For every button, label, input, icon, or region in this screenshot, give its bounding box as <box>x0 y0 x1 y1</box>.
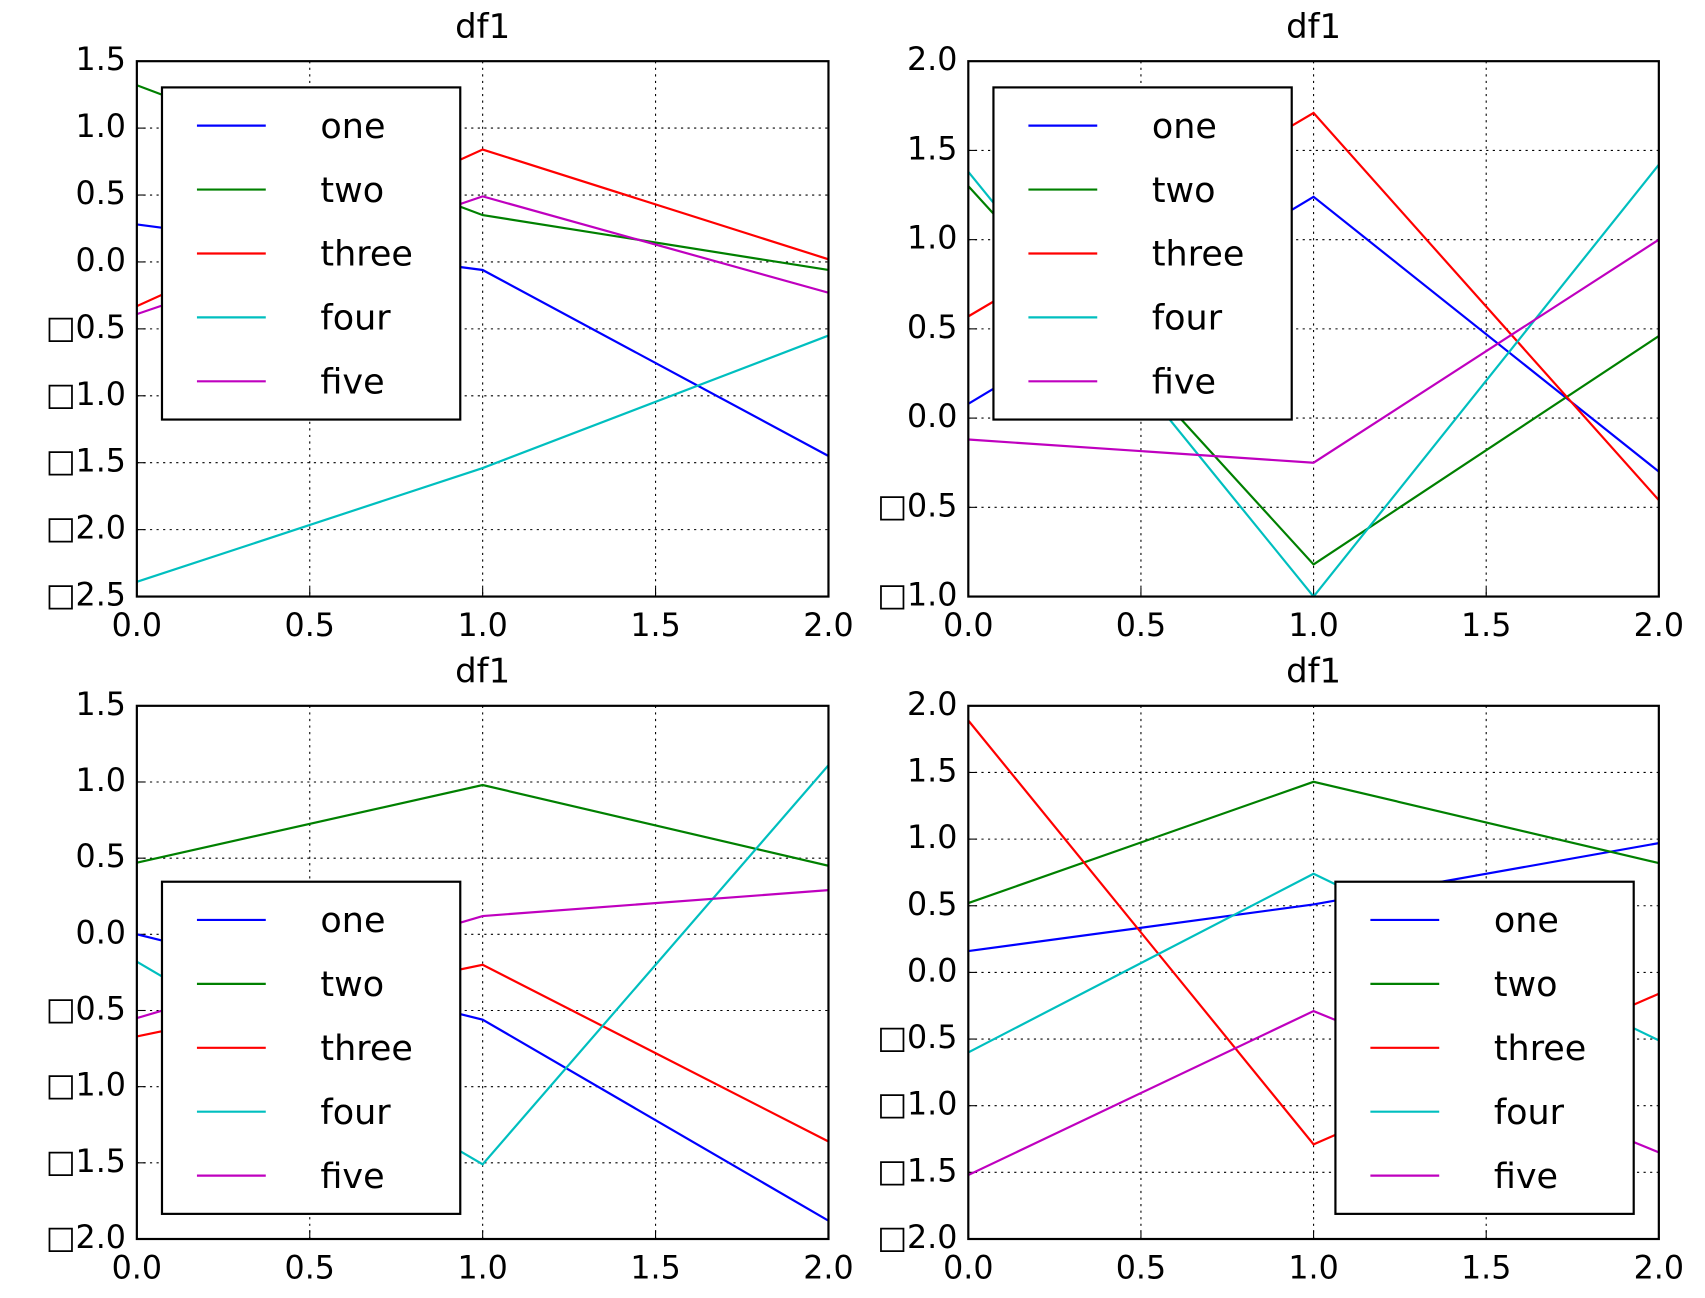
axes-frame <box>967 60 1660 598</box>
legend-label: one <box>1494 901 1559 941</box>
y-tick-label: 1.0 <box>76 109 126 145</box>
y-tick-label: 0.0 <box>907 399 957 435</box>
legend-label: three <box>1494 1029 1586 1069</box>
legend-label: one <box>320 901 385 941</box>
series-line <box>136 783 829 867</box>
x-tick-label: 1.0 <box>457 1251 507 1287</box>
y-tick-label: 1.5 <box>907 131 957 167</box>
legend-label: two <box>1494 965 1558 1005</box>
series-line <box>968 842 1659 953</box>
y-tick-label: □1.5 <box>46 444 126 480</box>
x-tick-label: 0.0 <box>112 1251 162 1287</box>
axes-frame <box>135 60 830 598</box>
y-tick-label: 2.0 <box>907 42 957 78</box>
axes-frame <box>135 704 830 1241</box>
legend-label: five <box>1152 363 1216 403</box>
x-tick-label: 2.0 <box>803 608 853 644</box>
y-tick-label: □1.5 <box>877 1153 957 1189</box>
y-tick-label: □1.0 <box>877 578 957 614</box>
y-tick-label: 1.5 <box>76 42 126 78</box>
legend-label: one <box>1152 107 1217 147</box>
y-tick-label: 0.5 <box>907 887 957 923</box>
y-tick-label: 0.5 <box>76 176 126 212</box>
series-line <box>136 334 829 583</box>
chart-title: df1 <box>455 652 510 691</box>
legend-label: three <box>1152 235 1244 275</box>
y-tick-label: □2.0 <box>46 511 126 547</box>
x-tick-label: 1.0 <box>1288 608 1338 644</box>
y-tick-label: 1.5 <box>907 753 957 789</box>
x-tick-label: 1.0 <box>1288 1251 1338 1287</box>
x-tick-label: 1.0 <box>457 608 507 644</box>
y-tick-label: 0.5 <box>76 839 126 875</box>
y-tick-label: □0.5 <box>46 991 126 1027</box>
subplot: df1 0.0 0.5 1.0 1.5 2.0 □2.0 □1.5 □1.0 □0.5 0.0 0.5… <box>877 652 1684 1287</box>
x-tick-label: 1.5 <box>630 608 680 644</box>
legend-label: five <box>1494 1157 1558 1197</box>
y-tick-label: □1.0 <box>877 1087 957 1123</box>
y-tick-label: 0.0 <box>76 243 126 279</box>
y-tick-label: □2.5 <box>46 578 126 614</box>
x-tick-label: 2.0 <box>1634 1251 1684 1287</box>
legend-label: four <box>1152 299 1223 339</box>
y-tick-label: 1.5 <box>76 687 126 723</box>
x-tick-label: 0.5 <box>1116 1251 1166 1287</box>
subplot: df1 0.0 0.5 1.0 1.5 2.0 □1.0 □0.5 0.0 0.5 1.0 1.5 2.… <box>877 7 1684 644</box>
y-tick-label: 1.0 <box>907 221 957 257</box>
legend: one two three four five <box>1334 880 1635 1215</box>
x-tick-label: 2.0 <box>803 1251 853 1287</box>
x-tick-label: 2.0 <box>1634 608 1684 644</box>
subplot: df1 0.0 0.5 1.0 1.5 2.0 □2.0 □1.5 □1.0 □0.5 0.0 0.5… <box>46 652 854 1287</box>
y-tick-label: □0.5 <box>877 1020 957 1056</box>
legend: one two three four five <box>160 86 462 421</box>
y-tick-label: 1.0 <box>76 763 126 799</box>
legend-label: four <box>1494 1093 1565 1133</box>
chart-title: df1 <box>455 7 510 46</box>
x-tick-label: 0.5 <box>285 608 335 644</box>
y-tick-label: 0.0 <box>907 953 957 989</box>
legend: one two three four five <box>160 880 462 1215</box>
y-tick-label: □1.0 <box>46 377 126 413</box>
legend-label: one <box>320 107 385 147</box>
legend: one two three four five <box>992 86 1293 421</box>
x-tick-label: 0.0 <box>943 1251 993 1287</box>
axes-frame <box>967 704 1660 1241</box>
y-tick-label: □2.0 <box>877 1220 957 1256</box>
y-tick-label: 0.5 <box>907 310 957 346</box>
y-tick-label: □0.5 <box>46 310 126 346</box>
x-tick-label: 1.5 <box>630 1251 680 1287</box>
legend-label: four <box>320 1093 391 1133</box>
y-tick-label: □2.0 <box>46 1220 126 1256</box>
legend-label: two <box>320 171 384 211</box>
x-tick-label: 0.5 <box>1116 608 1166 644</box>
legend-label: three <box>320 235 412 275</box>
legend-label: four <box>320 299 391 339</box>
y-tick-label: 2.0 <box>907 687 957 723</box>
series-line <box>968 238 1659 464</box>
x-tick-label: 0.0 <box>943 608 993 644</box>
legend-label: three <box>320 1029 412 1069</box>
x-tick-label: 0.0 <box>112 608 162 644</box>
legend-label: five <box>320 1157 384 1197</box>
y-tick-label: □1.5 <box>46 1144 126 1180</box>
y-tick-label: □1.0 <box>46 1068 126 1104</box>
subplot: df1 0.0 0.5 1.0 1.5 2.0 □2.5 □2.0 □1.5 □1.0 □0.5 0.… <box>46 7 854 644</box>
legend-label: five <box>320 363 384 403</box>
x-tick-label: 1.5 <box>1461 608 1511 644</box>
y-tick-label: 1.0 <box>907 820 957 856</box>
y-tick-label: □0.5 <box>877 488 957 524</box>
y-tick-label: 0.0 <box>76 915 126 951</box>
chart-title: df1 <box>1286 7 1341 46</box>
legend-label: two <box>320 965 384 1005</box>
x-tick-label: 1.5 <box>1461 1251 1511 1287</box>
x-tick-label: 0.5 <box>285 1251 335 1287</box>
chart-title: df1 <box>1286 652 1341 691</box>
legend-label: two <box>1152 171 1216 211</box>
